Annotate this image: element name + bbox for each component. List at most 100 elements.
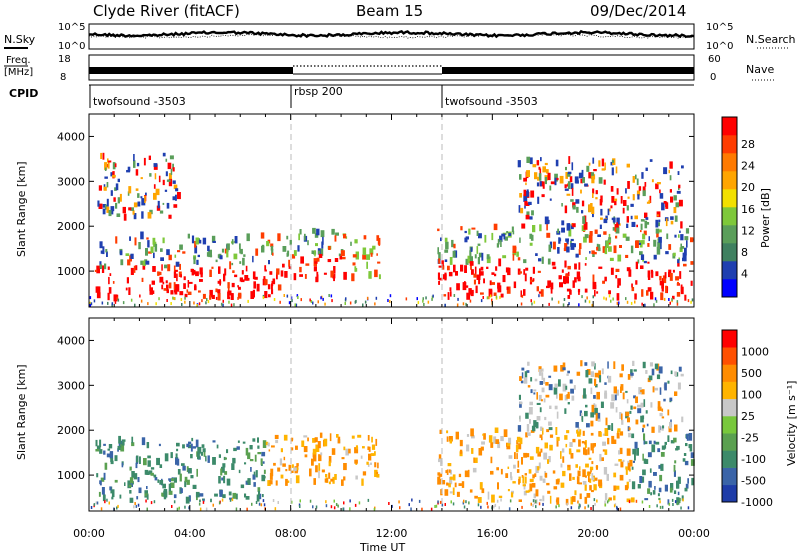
range-gate-cell <box>237 440 240 443</box>
range-gate-cell <box>355 445 358 450</box>
noise-search-trace <box>88 33 695 39</box>
range-gate-cell <box>559 175 564 184</box>
range-gate-cell <box>641 415 645 420</box>
range-gate-cell <box>470 247 473 252</box>
range-gate-cell <box>560 365 564 372</box>
range-gate-cell <box>659 412 663 417</box>
near-range-cell <box>206 298 208 301</box>
range-gate-cell <box>223 475 226 484</box>
range-gate-cell <box>623 200 627 206</box>
range-gate-cell <box>340 250 345 256</box>
range-gate-cell <box>561 203 563 207</box>
near-range-cell <box>107 301 109 305</box>
range-gate-cell <box>615 407 618 413</box>
range-gate-cell <box>231 239 234 245</box>
range-gate-cell <box>102 204 107 208</box>
range-gate-cell <box>257 452 262 455</box>
range-gate-cell <box>494 427 499 433</box>
range-gate-cell <box>596 243 599 249</box>
range-gate-cell <box>674 371 677 377</box>
range-gate-cell <box>539 475 543 481</box>
range-gate-cell <box>307 437 309 442</box>
range-gate-cell <box>195 491 200 498</box>
range-gate-cell <box>323 272 327 275</box>
range-gate-cell <box>160 257 164 261</box>
range-gate-cell <box>162 152 166 157</box>
near-range-cell <box>367 498 370 502</box>
range-gate-cell <box>608 239 611 243</box>
near-range-cell <box>679 498 681 502</box>
range-gate-cell <box>246 480 250 483</box>
range-gate-cell <box>209 289 213 298</box>
range-gate-cell <box>323 438 328 447</box>
range-gate-cell <box>172 167 175 172</box>
range-gate-cell <box>546 482 550 486</box>
near-range-cell <box>687 506 690 510</box>
range-gate-cell <box>657 374 660 378</box>
range-gate-cell <box>465 258 469 265</box>
range-gate-cell <box>556 177 559 181</box>
range-gate-cell <box>600 195 603 203</box>
range-gate-cell <box>656 182 661 185</box>
ytick-label: 1000 <box>57 469 85 482</box>
range-gate-cell <box>656 246 661 255</box>
range-gate-cell <box>112 174 116 178</box>
freq-left-tick-bottom: 8 <box>60 72 66 83</box>
range-gate-cell <box>113 294 118 302</box>
range-gate-cell <box>577 431 581 437</box>
range-gate-cell <box>263 276 266 279</box>
near-range-cell <box>500 498 502 502</box>
range-gate-cell <box>137 193 140 198</box>
range-gate-cell <box>622 233 627 238</box>
colorbar-swatch <box>722 261 737 280</box>
near-range-cell <box>116 297 118 301</box>
range-gate-cell <box>595 190 598 195</box>
range-gate-cell <box>615 166 618 174</box>
range-gate-cell <box>455 271 458 276</box>
range-gate-cell <box>526 156 531 163</box>
near-range-cell <box>291 500 293 504</box>
near-range-cell <box>111 302 114 306</box>
range-gate-cell <box>520 290 522 298</box>
range-gate-cell <box>299 274 303 277</box>
range-gate-cell <box>578 482 582 485</box>
range-gate-cell <box>125 287 128 291</box>
range-gate-cell <box>175 284 180 291</box>
range-gate-cell <box>488 435 493 443</box>
range-gate-cell <box>257 487 261 492</box>
range-gate-cell <box>218 266 221 274</box>
near-range-cell <box>399 506 401 510</box>
range-gate-cell <box>648 200 651 203</box>
near-range-cell <box>343 501 345 505</box>
near-range-cell <box>331 299 333 303</box>
near-range-cell <box>222 303 224 307</box>
range-gate-cell <box>655 441 660 445</box>
range-gate-cell <box>522 476 525 484</box>
range-gate-cell <box>641 389 645 395</box>
range-gate-cell <box>595 413 598 421</box>
range-gate-cell <box>268 449 271 452</box>
near-range-cell <box>578 503 581 507</box>
range-gate-cell <box>644 441 648 445</box>
range-gate-cell <box>526 453 530 458</box>
range-gate-cell <box>574 277 577 283</box>
range-gate-cell <box>158 443 161 447</box>
range-gate-cell <box>111 489 115 498</box>
range-gate-cell <box>149 287 153 295</box>
range-gate-cell <box>227 291 230 300</box>
range-gate-cell <box>556 436 560 441</box>
range-gate-cell <box>451 239 454 248</box>
range-gate-cell <box>233 253 238 260</box>
range-gate-cell <box>301 440 305 447</box>
range-gate-cell <box>547 258 551 265</box>
range-gate-cell <box>531 425 536 432</box>
range-gate-cell <box>252 438 256 442</box>
range-gate-cell <box>608 208 611 212</box>
near-range-cell <box>596 499 598 503</box>
range-gate-cell <box>319 248 324 256</box>
near-range-cell <box>465 302 467 306</box>
range-gate-cell <box>546 232 551 238</box>
range-gate-cell <box>212 457 216 465</box>
range-gate-cell <box>663 201 667 204</box>
